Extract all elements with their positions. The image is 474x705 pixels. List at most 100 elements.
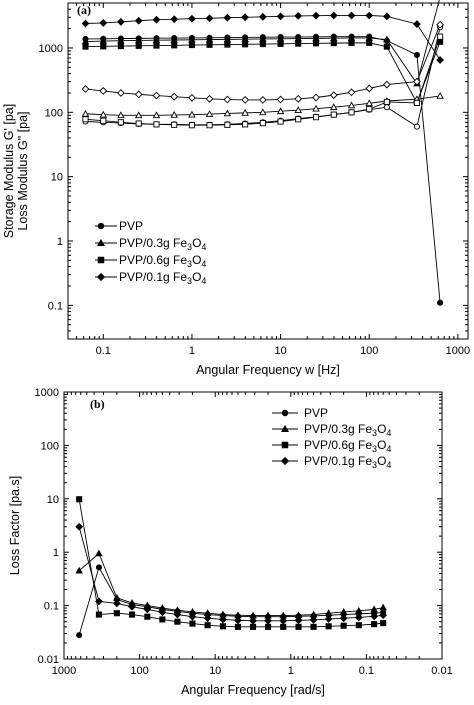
data-point bbox=[365, 99, 373, 107]
plot-frame bbox=[63, 391, 443, 660]
y-axis-label: Loss Factor [pa.s] bbox=[8, 476, 22, 575]
series-loss-7 bbox=[81, 20, 444, 104]
series-2 bbox=[76, 496, 387, 630]
data-point bbox=[75, 566, 83, 574]
data-point bbox=[174, 618, 181, 625]
data-point bbox=[75, 522, 84, 531]
data-point bbox=[355, 606, 363, 614]
legend-entry: PVP/0.1g Fe3O4 bbox=[272, 454, 391, 470]
data-point bbox=[413, 123, 420, 130]
data-point bbox=[366, 106, 373, 113]
data-point bbox=[276, 95, 285, 104]
data-point bbox=[382, 80, 391, 89]
legend-entry: PVP bbox=[272, 406, 328, 420]
legend-label: PVP/0.6g Fe3O4 bbox=[304, 438, 391, 454]
x-tick-label: 100 bbox=[130, 665, 148, 677]
y-tick-label: 1 bbox=[57, 236, 63, 248]
data-point bbox=[205, 14, 214, 23]
data-point bbox=[234, 616, 242, 625]
data-point bbox=[347, 11, 356, 20]
data-point bbox=[134, 90, 143, 99]
data-point bbox=[277, 118, 284, 125]
data-point bbox=[82, 116, 89, 123]
data-point bbox=[224, 121, 231, 128]
legend-entry: PVP/0.6g Fe3O4 bbox=[272, 438, 391, 454]
data-point bbox=[413, 20, 421, 28]
data-point bbox=[330, 103, 338, 111]
x-tick-label: 1 bbox=[288, 665, 294, 677]
series-line bbox=[78, 552, 384, 617]
legend-label: PVP bbox=[119, 219, 143, 233]
data-point bbox=[371, 621, 378, 628]
data-point bbox=[249, 616, 257, 625]
data-point bbox=[95, 597, 103, 606]
y-tick-label: 100 bbox=[41, 440, 59, 452]
panel-label: (b) bbox=[90, 397, 105, 411]
data-point bbox=[339, 614, 348, 623]
x-tick-label: 10 bbox=[274, 345, 286, 357]
legend-marker bbox=[97, 256, 105, 264]
data-point bbox=[370, 612, 379, 621]
legend-label: PVP bbox=[304, 406, 328, 420]
series-line bbox=[85, 0, 440, 85]
data-point bbox=[189, 620, 196, 627]
data-point bbox=[242, 41, 249, 48]
data-point bbox=[134, 16, 143, 25]
data-point bbox=[117, 119, 124, 126]
legend-entry: PVP/0.1g Fe3O4 bbox=[95, 270, 206, 286]
legend-marker bbox=[280, 456, 290, 466]
x-axis-label: Angular Frequency [rad/s] bbox=[181, 683, 325, 697]
series-loss-5 bbox=[81, 91, 444, 119]
x-tick-label: 0.01 bbox=[431, 665, 452, 677]
data-point bbox=[259, 120, 266, 127]
data-point bbox=[354, 613, 363, 622]
data-point bbox=[117, 43, 124, 50]
data-point bbox=[312, 93, 320, 102]
series-3 bbox=[75, 522, 388, 625]
data-point bbox=[312, 11, 320, 20]
data-point bbox=[206, 122, 213, 129]
data-point bbox=[279, 616, 288, 625]
y-axis-label-loss: Loss Modulus G" [pa] bbox=[16, 111, 30, 230]
data-point bbox=[347, 88, 356, 97]
data-point bbox=[188, 14, 196, 23]
chart-panel-b: 1000 100 10 1 0.1 0.01 0.01 0.1 1 10 100 1000 Angula… bbox=[8, 387, 453, 697]
data-point bbox=[113, 610, 120, 617]
data-point bbox=[159, 616, 166, 623]
data-point bbox=[437, 33, 444, 40]
data-point bbox=[76, 632, 83, 639]
legend-label: PVP/0.6g Fe3O4 bbox=[119, 253, 206, 269]
data-point bbox=[100, 43, 107, 50]
data-point bbox=[76, 496, 83, 503]
data-point bbox=[294, 12, 303, 20]
data-point bbox=[347, 101, 356, 109]
data-point bbox=[117, 89, 125, 97]
data-point bbox=[309, 616, 318, 624]
data-point bbox=[170, 92, 179, 101]
data-point bbox=[203, 614, 212, 623]
data-point bbox=[379, 603, 387, 611]
legend-marker bbox=[281, 424, 289, 433]
data-point bbox=[366, 39, 373, 46]
data-point bbox=[379, 611, 388, 620]
data-point bbox=[348, 109, 355, 116]
legend-marker bbox=[97, 222, 105, 230]
data-point bbox=[380, 620, 387, 627]
x-tick-label: 1000 bbox=[446, 345, 470, 357]
data-point bbox=[153, 42, 160, 49]
legend-marker bbox=[96, 272, 106, 282]
data-point bbox=[95, 611, 102, 618]
data-point bbox=[348, 39, 355, 46]
data-point bbox=[204, 622, 211, 629]
data-point bbox=[382, 12, 391, 21]
data-point bbox=[258, 96, 267, 104]
data-point bbox=[143, 605, 152, 614]
y-axis-label-storage: Storage Modulus G' [pa] bbox=[2, 104, 16, 238]
data-point bbox=[173, 610, 182, 619]
x-tick-label: 1000 bbox=[52, 665, 76, 677]
legend-entry: PVP/0.3g Fe3O4 bbox=[95, 236, 206, 252]
data-point bbox=[188, 93, 196, 102]
